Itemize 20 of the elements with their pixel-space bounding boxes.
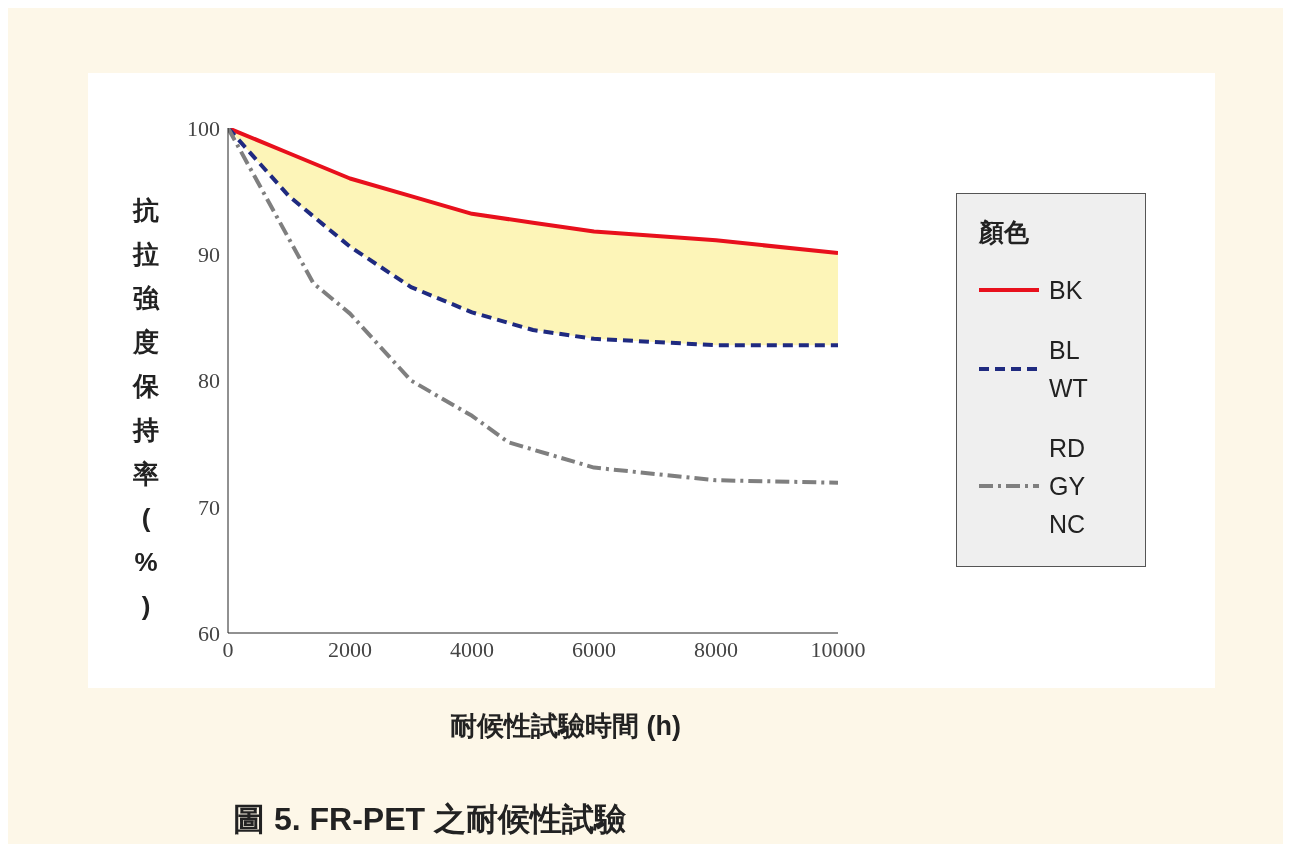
x-tick-label: 0 bbox=[222, 636, 234, 662]
y-tick-label: 100 bbox=[187, 115, 220, 141]
y-tick-label: 60 bbox=[198, 620, 220, 646]
x-tick-label: 2000 bbox=[328, 636, 372, 662]
text: 抗拉強度保持率(%) bbox=[133, 195, 159, 621]
y-tick-label: 70 bbox=[198, 494, 220, 520]
legend-label: BK bbox=[1049, 275, 1083, 306]
x-tick-label: 4000 bbox=[450, 636, 494, 662]
legend-label: RD GY NC bbox=[1049, 433, 1086, 540]
legend-title: 顏色 bbox=[979, 217, 1030, 248]
line-series bbox=[228, 128, 838, 485]
legend-label: BL WT bbox=[1049, 335, 1088, 404]
x-tick-label: 10000 bbox=[810, 636, 866, 662]
x-tick-label: 6000 bbox=[572, 636, 616, 662]
y-tick-label: 90 bbox=[198, 242, 220, 268]
x-axis-title: 耐候性試驗時間 (h) bbox=[449, 710, 682, 743]
x-tick-label: 8000 bbox=[694, 636, 738, 662]
y-tick-label: 80 bbox=[198, 368, 220, 394]
text: 圖 5. FR-PET 之耐候性試驗 bbox=[233, 800, 626, 839]
line-series bbox=[228, 128, 838, 255]
